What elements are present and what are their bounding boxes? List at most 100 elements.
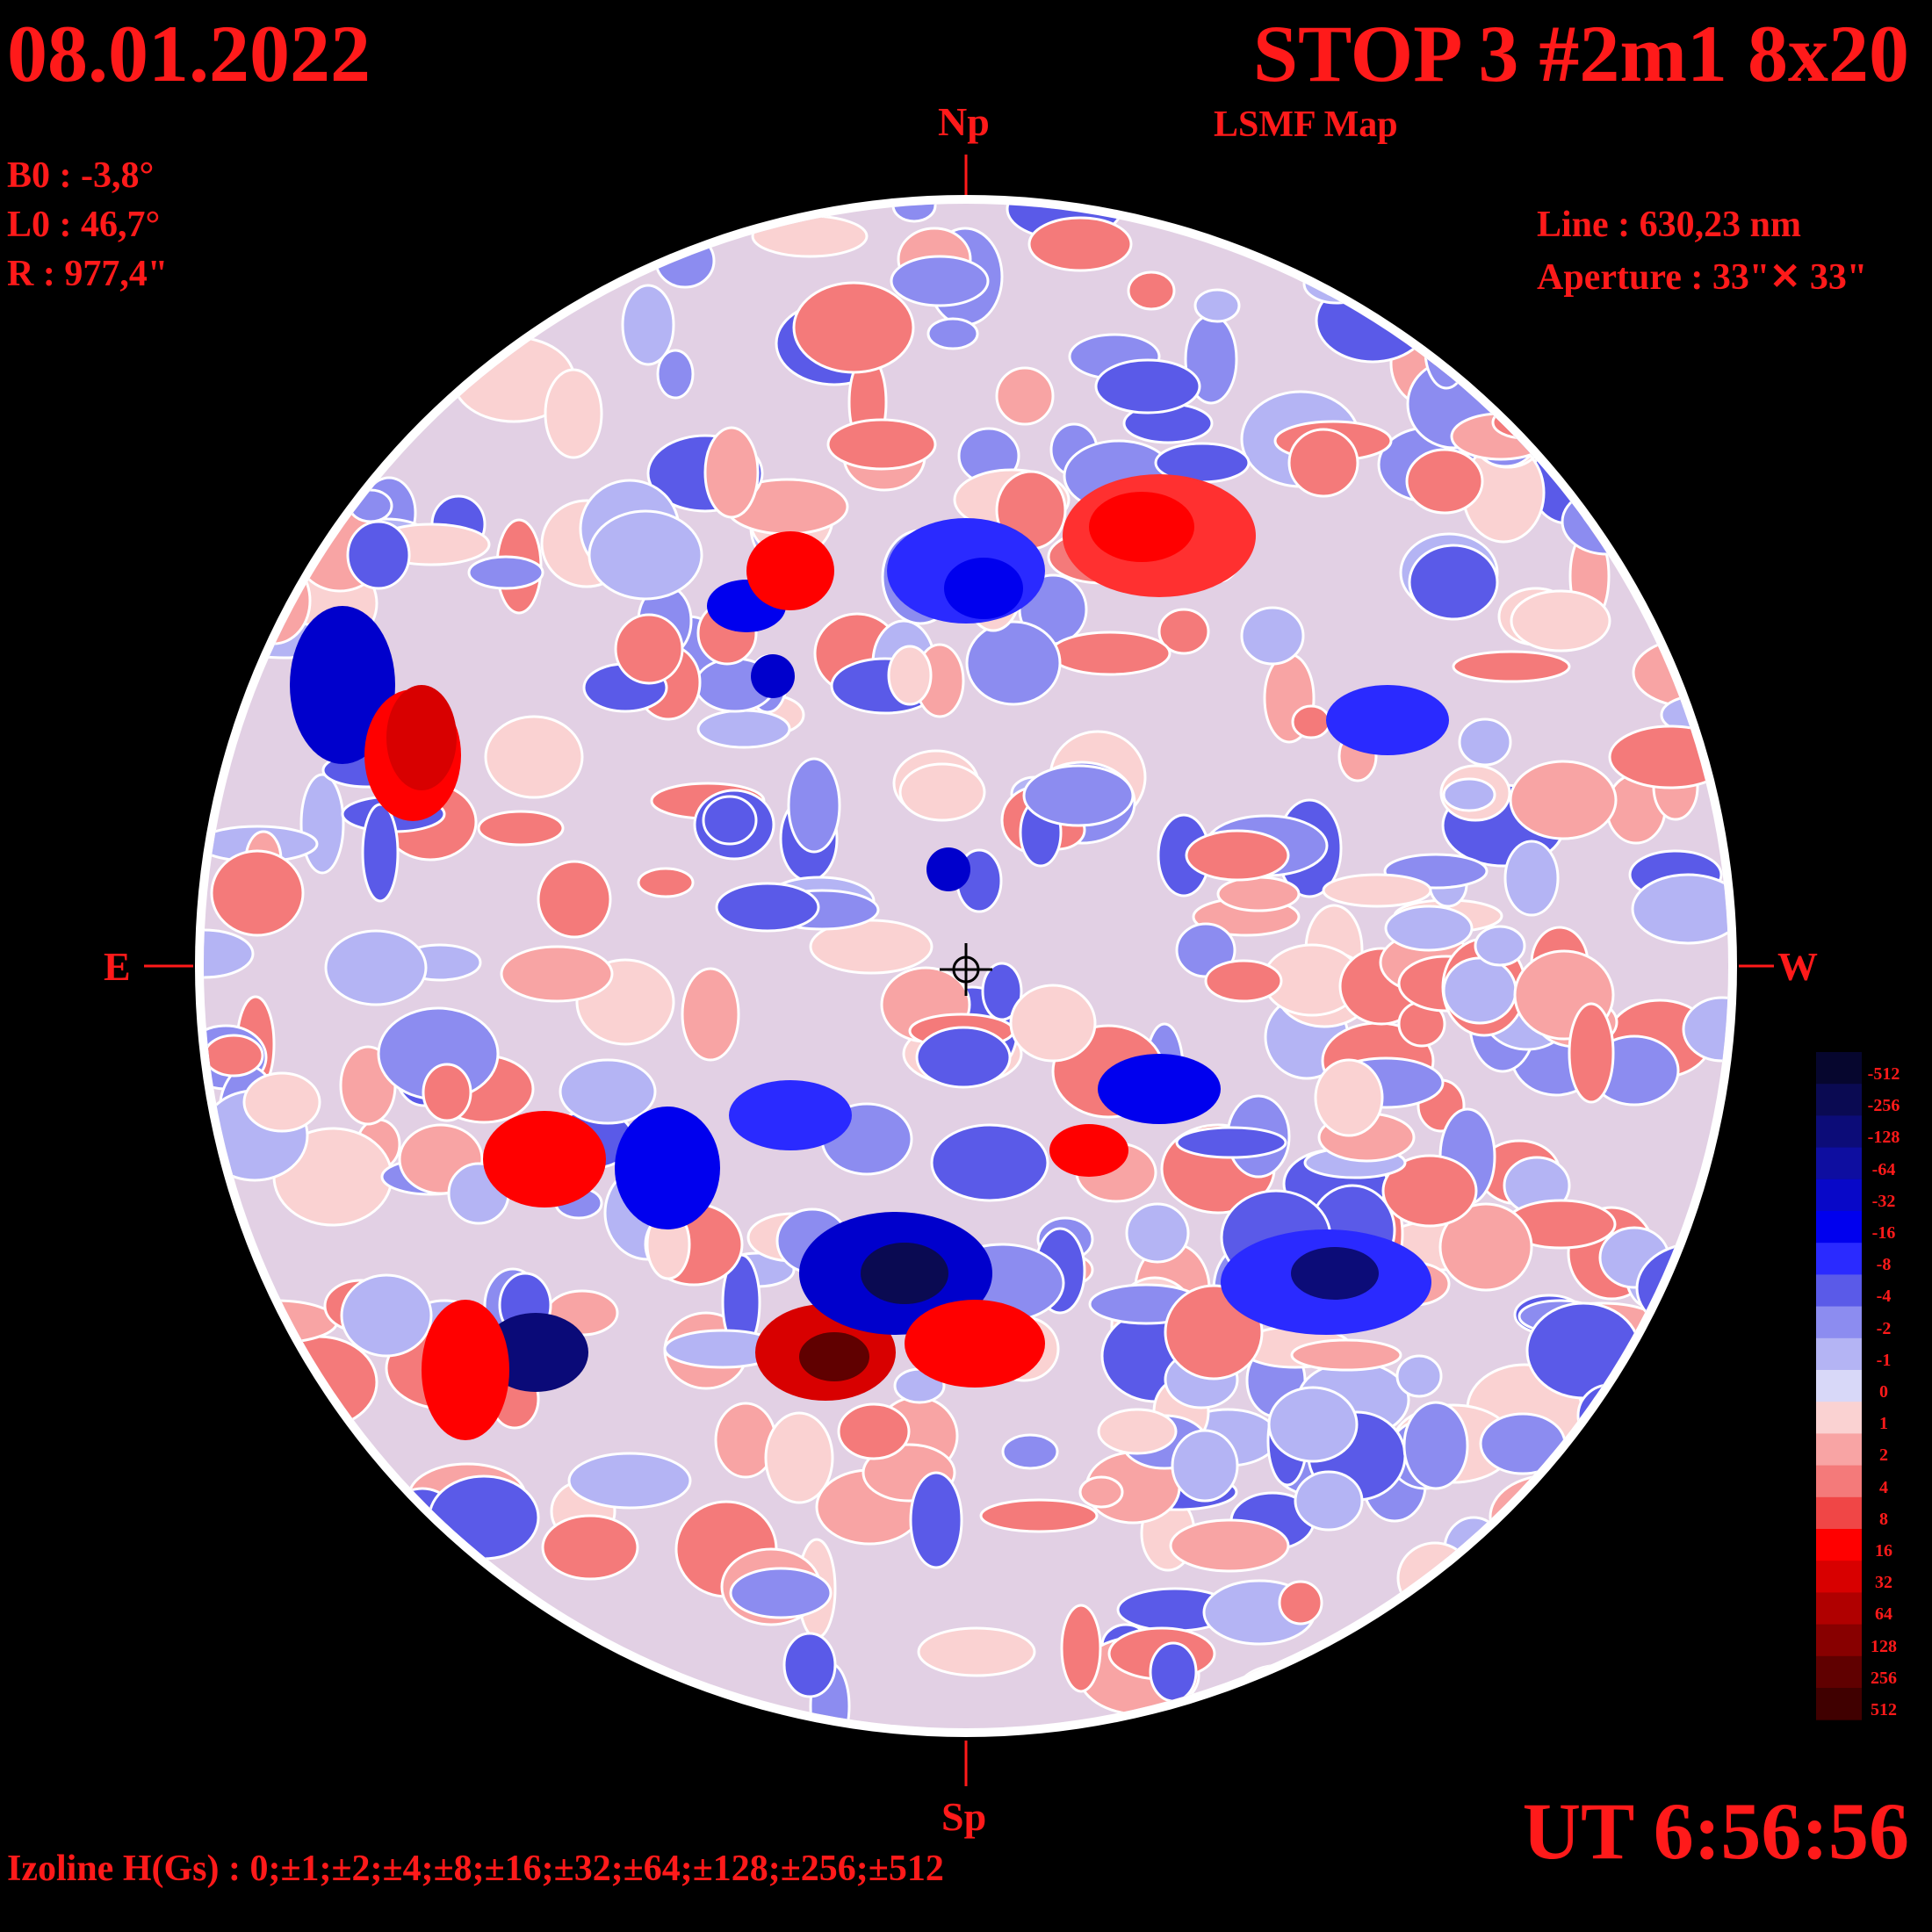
field-region [1635, 1242, 1728, 1335]
colorbar-label: 0 [1879, 1382, 1888, 1402]
colorbar-label: -32 [1871, 1191, 1896, 1211]
field-region [350, 224, 388, 294]
radius-parameter: R : 977,4" [7, 254, 169, 294]
field-region [1171, 1429, 1239, 1503]
field-region [1560, 1467, 1628, 1546]
field-region [210, 849, 305, 937]
active-region [729, 1080, 852, 1150]
colorbar-label: 128 [1871, 1636, 1897, 1656]
field-region [204, 1435, 227, 1521]
field-region [1508, 1578, 1627, 1627]
field-region [1525, 1301, 1641, 1400]
field-region [1314, 1058, 1384, 1137]
field-region [1185, 829, 1290, 882]
universal-time: UT 6:56:56 [1522, 1786, 1909, 1876]
field-region [1278, 1580, 1323, 1626]
field-region [1402, 293, 1466, 344]
field-region [826, 418, 937, 471]
field-region [299, 773, 345, 875]
field-region [1586, 1467, 1704, 1522]
colorbar-label: 2 [1879, 1445, 1888, 1466]
field-region [378, 1553, 470, 1621]
field-region [1653, 337, 1728, 413]
field-region [544, 368, 603, 459]
active-region [926, 847, 970, 891]
field-region [477, 810, 565, 847]
colorbar-label: -2 [1876, 1318, 1892, 1338]
active-region [1326, 685, 1449, 755]
field-region [1669, 495, 1727, 530]
field-region [346, 520, 411, 590]
field-region [588, 509, 703, 601]
field-region [1628, 1503, 1686, 1543]
active-region [422, 1300, 509, 1440]
colorbar-label: 4 [1879, 1477, 1888, 1497]
observation-date: 08.01.2022 [7, 9, 371, 98]
colorbar-swatch [1816, 1084, 1862, 1116]
colorbar-label: -512 [1867, 1064, 1900, 1084]
field-region [242, 1071, 321, 1133]
field-region [979, 1498, 1099, 1533]
field-region [681, 967, 740, 1062]
colorbar-label: -128 [1867, 1128, 1900, 1148]
field-region [1682, 996, 1728, 1063]
colorbar-label: -64 [1871, 1159, 1896, 1179]
colorbar [1816, 1052, 1862, 1720]
field-region [782, 1632, 837, 1698]
field-region [204, 383, 278, 415]
field-region [1494, 1519, 1611, 1604]
field-region [1402, 1401, 1469, 1490]
field-region [1481, 1576, 1578, 1650]
field-region [1267, 1386, 1359, 1463]
field-region [887, 645, 933, 706]
field-region [702, 795, 758, 846]
field-region [204, 928, 255, 979]
field-region [1685, 303, 1728, 335]
field-region [484, 715, 584, 799]
colorbar-label: -4 [1876, 1287, 1892, 1307]
field-region [340, 1273, 433, 1358]
field-region [412, 1592, 461, 1638]
field-region [1669, 324, 1728, 410]
field-region [981, 962, 1023, 1021]
colorbar-label: -16 [1871, 1223, 1896, 1243]
active-region [1049, 1124, 1128, 1177]
field-region [1510, 589, 1611, 652]
colorbar-label: 8 [1879, 1509, 1888, 1529]
field-region [1631, 873, 1728, 945]
field-region [1405, 448, 1484, 515]
l0-parameter: L0 : 46,7° [7, 205, 161, 245]
field-region [204, 502, 286, 541]
field-region [204, 523, 263, 556]
field-region [656, 349, 695, 400]
field-region [579, 204, 679, 245]
field-region [443, 1660, 531, 1702]
field-region [965, 620, 1062, 706]
active-region [483, 1111, 606, 1208]
field-region [612, 1684, 702, 1728]
field-region [204, 544, 239, 620]
field-region [1408, 544, 1499, 621]
field-region [1216, 876, 1301, 912]
field-region [297, 1574, 360, 1662]
field-region [915, 1026, 1012, 1089]
active-region [746, 531, 834, 610]
field-region [1554, 335, 1643, 374]
field-region [729, 1567, 833, 1619]
field-region [1384, 905, 1474, 952]
field-region [469, 204, 553, 303]
active-region [751, 654, 795, 698]
colorbar-swatch [1816, 1337, 1862, 1371]
south-pole-label: Sp [941, 1794, 987, 1839]
colorbar-label: 1 [1879, 1414, 1888, 1434]
field-region [446, 204, 557, 278]
field-region [500, 945, 614, 1003]
field-region [1022, 764, 1135, 827]
colorbar-swatch [1816, 1211, 1862, 1244]
field-region [404, 265, 476, 304]
colorbar-swatch [1816, 1243, 1862, 1275]
field-region [567, 1452, 692, 1510]
field-region [1390, 1667, 1481, 1728]
field-region [898, 762, 986, 822]
